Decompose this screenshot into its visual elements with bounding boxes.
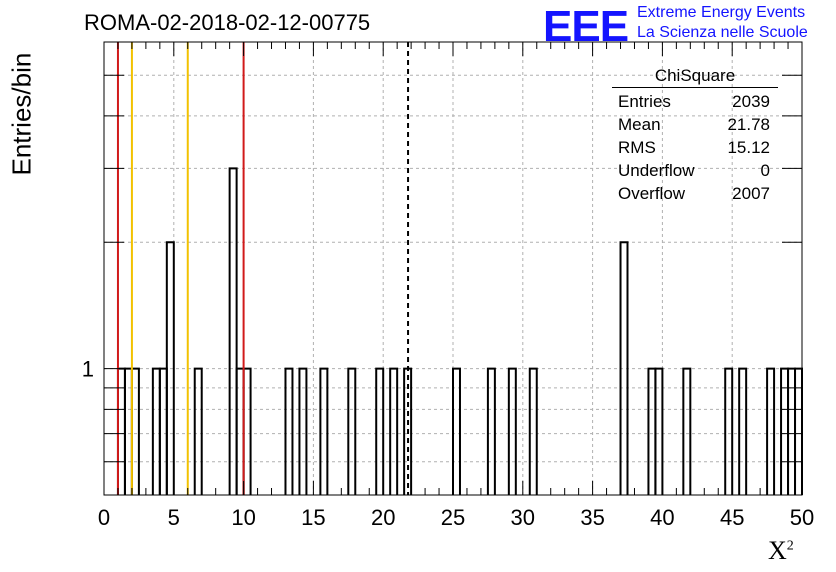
x-tick-label: 25 bbox=[441, 505, 465, 530]
histogram-bin bbox=[682, 367, 692, 495]
histogram-bin bbox=[284, 367, 294, 495]
histogram-bin bbox=[228, 167, 238, 495]
axis-ticks: 0 5 10 15 20 25 30 35 40 45 50 1 bbox=[82, 41, 814, 530]
x-tick-label: 5 bbox=[168, 505, 180, 530]
x-tick-label: 35 bbox=[580, 505, 604, 530]
x-axis-label: X2 bbox=[768, 536, 794, 566]
x-tick-label: 40 bbox=[650, 505, 674, 530]
eee-logo-line1: Extreme Energy Events bbox=[637, 4, 806, 21]
stats-row: RMS 15.12 bbox=[612, 136, 778, 159]
x-tick-label: 15 bbox=[301, 505, 325, 530]
histogram-bin bbox=[165, 241, 175, 495]
histogram-bin bbox=[452, 367, 461, 495]
x-tick-label: 0 bbox=[98, 505, 110, 530]
stats-box: ChiSquare Entries 2039 Mean 21.78 RMS 15.12… bbox=[612, 66, 778, 205]
stats-row: Mean 21.78 bbox=[612, 113, 778, 136]
y-axis-label: Entries/bin bbox=[6, 52, 37, 176]
stats-row: Entries 2039 bbox=[612, 90, 778, 113]
y-tick-label: 1 bbox=[82, 357, 94, 382]
histogram-bin bbox=[347, 367, 357, 495]
histogram-bin bbox=[738, 367, 748, 495]
stats-label: Entries bbox=[618, 92, 671, 111]
histogram-bars bbox=[116, 167, 803, 495]
histogram-bin bbox=[193, 367, 203, 495]
stats-row: Overflow 2007 bbox=[612, 182, 778, 205]
histogram-bin bbox=[319, 367, 329, 495]
histogram-bin bbox=[375, 367, 385, 495]
marker-lines bbox=[116, 42, 410, 495]
histogram-bin bbox=[389, 367, 399, 495]
histogram-bin bbox=[298, 367, 308, 495]
x-tick-label: 30 bbox=[511, 505, 535, 530]
histogram-bin bbox=[619, 241, 629, 495]
stats-label: RMS bbox=[618, 138, 656, 157]
histogram-bin bbox=[507, 367, 517, 495]
stats-label: Overflow bbox=[618, 184, 686, 203]
histogram-bin bbox=[486, 367, 496, 495]
x-axis-label-base: X bbox=[768, 536, 787, 565]
stats-value: 21.78 bbox=[727, 115, 770, 134]
stats-label: Mean bbox=[618, 115, 661, 134]
stats-value: 2039 bbox=[732, 92, 770, 111]
stats-label: Underflow bbox=[618, 161, 695, 180]
x-tick-label: 50 bbox=[790, 505, 814, 530]
x-axis-label-superscript: 2 bbox=[786, 538, 794, 554]
x-tick-label: 10 bbox=[231, 505, 255, 530]
eee-logo-line2: La Scienza nelle Scuole bbox=[637, 24, 808, 41]
stats-row: Underflow 0 bbox=[612, 159, 778, 182]
histogram-bin bbox=[654, 367, 664, 495]
x-tick-label: 20 bbox=[371, 505, 395, 530]
histogram-bin bbox=[766, 367, 776, 495]
plot-title: ROMA-02-2018-02-12-00775 bbox=[84, 10, 371, 35]
x-tick-label: 45 bbox=[720, 505, 744, 530]
stats-value: 0 bbox=[760, 161, 770, 180]
histogram-bin bbox=[724, 367, 734, 495]
stats-value: 2007 bbox=[732, 184, 770, 203]
eee-logo: EEE bbox=[543, 2, 629, 51]
stats-name: ChiSquare bbox=[612, 66, 778, 88]
stats-value: 15.12 bbox=[727, 138, 770, 157]
histogram-bin bbox=[528, 367, 538, 495]
